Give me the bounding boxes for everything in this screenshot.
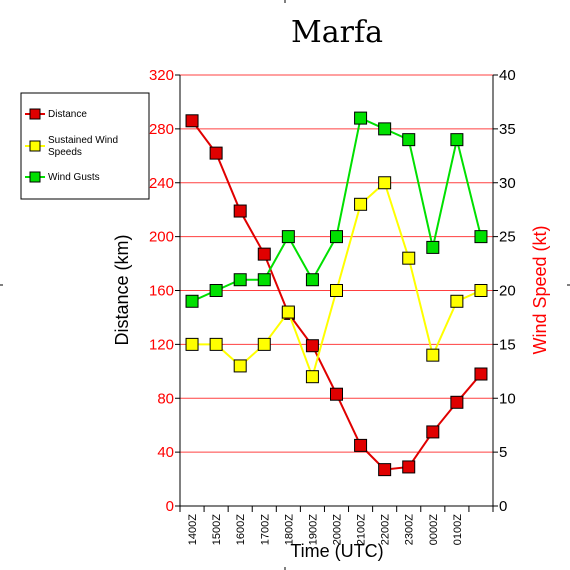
right-tick-label-4: 20 bbox=[499, 283, 516, 300]
legend-label-1: Sustained Wind Speeds bbox=[48, 135, 118, 158]
x-tick-label-1: 1500Z bbox=[211, 514, 223, 545]
series-2-point-5 bbox=[305, 273, 319, 287]
x-tick-label-2: 1600Z bbox=[235, 514, 247, 545]
series-0-point-0 bbox=[185, 114, 199, 128]
right-tick-label-1: 5 bbox=[499, 444, 507, 461]
x-axis-label: Time (UTC) bbox=[290, 541, 383, 561]
x-tick-label-11: 0100Z bbox=[452, 514, 464, 545]
series-1-point-12 bbox=[474, 284, 488, 297]
x-tick-label-5: 1900Z bbox=[307, 514, 319, 545]
x-tick-label-10: 0000Z bbox=[428, 514, 440, 545]
x-tick-label-4: 1800Z bbox=[283, 514, 295, 545]
series-0-point-1 bbox=[209, 146, 223, 160]
series-0-point-8 bbox=[378, 463, 392, 477]
series-0-point-7 bbox=[354, 438, 368, 452]
series-2-point-11 bbox=[450, 133, 464, 147]
series-0-point-12 bbox=[474, 367, 488, 381]
series-1-point-7 bbox=[354, 197, 368, 211]
left-tick-label-6: 240 bbox=[149, 175, 174, 192]
series-1-point-9 bbox=[402, 251, 416, 265]
x-tick-label-0: 1400Z bbox=[187, 514, 199, 545]
series-group bbox=[185, 111, 488, 477]
series-2-point-10 bbox=[426, 240, 440, 254]
series-2-point-1 bbox=[209, 284, 223, 297]
left-tick-label-4: 160 bbox=[149, 283, 174, 300]
series-0-point-10 bbox=[426, 425, 440, 439]
series-2-point-12 bbox=[474, 230, 488, 244]
series-1-point-4 bbox=[281, 305, 295, 319]
right-tick-label-7: 35 bbox=[499, 121, 516, 138]
series-2-point-6 bbox=[330, 230, 343, 244]
series-0-point-2 bbox=[233, 204, 247, 218]
left-tick-label-3: 120 bbox=[149, 336, 174, 353]
series-2-point-8 bbox=[378, 122, 392, 136]
right-tick-label-8: 40 bbox=[499, 67, 516, 84]
right-axis-ticks: 0 5 10 15 20 25 30 35 40 bbox=[493, 67, 516, 515]
series-2-point-2 bbox=[233, 273, 247, 287]
x-axis-ticks: 1400Z 1500Z 1600Z 1700Z 1800Z 1900Z 2000Z 2100Z… bbox=[179, 506, 494, 545]
left-tick-label-7: 280 bbox=[149, 121, 174, 138]
series-0-point-9 bbox=[402, 460, 416, 474]
series-0-point-5 bbox=[305, 339, 319, 353]
series-1-point-1 bbox=[209, 337, 223, 351]
series-1-point-6 bbox=[330, 284, 343, 297]
series-1-point-8 bbox=[378, 176, 392, 190]
legend: Distance Sustained Wind Speeds Wind Gusts bbox=[20, 92, 150, 200]
series-1-point-5 bbox=[305, 370, 319, 384]
series-2-point-7 bbox=[354, 111, 368, 125]
right-axis-label: Wind Speed (kt) bbox=[530, 225, 550, 354]
legend-marker-2 bbox=[29, 171, 41, 183]
series-2-point-4 bbox=[281, 230, 295, 244]
left-tick-label-1: 40 bbox=[157, 444, 174, 461]
series-2-point-0 bbox=[185, 294, 199, 308]
series-1-point-0 bbox=[185, 337, 199, 351]
series-1-point-10 bbox=[426, 348, 440, 362]
series-0-point-6 bbox=[330, 387, 343, 401]
right-tick-label-0: 0 bbox=[499, 498, 507, 515]
legend-label-2: Wind Gusts bbox=[48, 172, 100, 183]
series-1-point-11 bbox=[450, 294, 464, 308]
series-0-point-11 bbox=[450, 395, 464, 409]
left-tick-label-5: 200 bbox=[149, 229, 174, 246]
legend-label-0: Distance bbox=[48, 109, 87, 120]
chart-title: Marfa bbox=[291, 15, 383, 50]
x-tick-label-6: 2000Z bbox=[332, 514, 344, 545]
left-tick-label-2: 80 bbox=[157, 390, 174, 407]
left-axis-ticks: 0 40 80 120 160 200 240 280 320 bbox=[149, 67, 180, 515]
series-2-point-9 bbox=[402, 133, 416, 147]
right-tick-label-5: 25 bbox=[499, 229, 516, 246]
left-axis-label: Distance (km) bbox=[112, 234, 132, 345]
right-tick-label-3: 15 bbox=[499, 336, 516, 353]
series-1-point-2 bbox=[233, 359, 247, 373]
x-tick-label-9: 2300Z bbox=[404, 514, 416, 545]
series-1-point-3 bbox=[257, 337, 271, 351]
left-tick-label-8: 320 bbox=[149, 67, 174, 84]
legend-marker-0 bbox=[29, 108, 41, 120]
left-tick-label-0: 0 bbox=[166, 498, 174, 515]
x-tick-label-3: 1700Z bbox=[259, 514, 271, 545]
x-tick-label-8: 2200Z bbox=[380, 514, 392, 545]
x-tick-label-7: 2100Z bbox=[356, 514, 368, 545]
right-tick-label-6: 30 bbox=[499, 175, 516, 192]
legend-marker-1 bbox=[29, 140, 41, 152]
right-tick-label-2: 10 bbox=[499, 390, 516, 407]
series-0-point-3 bbox=[257, 247, 271, 261]
series-2-point-3 bbox=[257, 273, 271, 287]
